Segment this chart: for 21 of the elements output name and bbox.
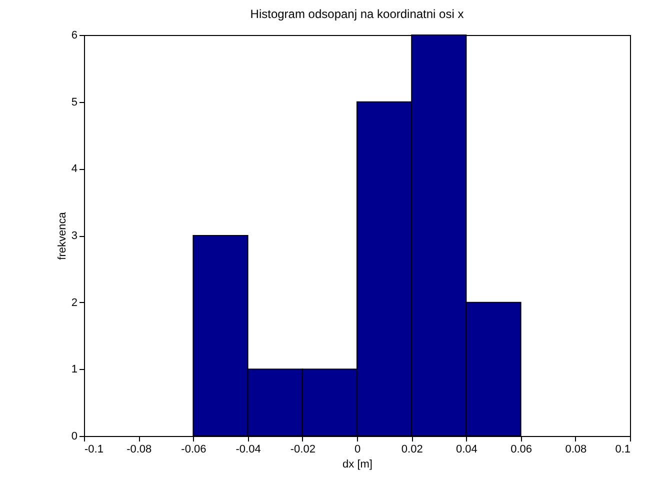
x-tick-label: 0.1	[615, 444, 630, 456]
chart-title: Histogram odsopanj na koordinatni osi x	[250, 7, 464, 21]
x-tick-label: -0.06	[181, 444, 206, 456]
y-tick-label: 3	[71, 230, 78, 242]
y-tick-label: 0	[71, 430, 78, 442]
x-tick-label: 0.04	[456, 444, 478, 456]
x-tick-label: 0.02	[401, 444, 423, 456]
x-tick-label: -0.04	[236, 444, 261, 456]
x-tick-label: -0.02	[290, 444, 316, 456]
x-tick-label: -0.08	[126, 444, 152, 456]
y-tick-label: 5	[71, 96, 78, 108]
x-tick-label: 0	[354, 444, 361, 456]
y-tick-label: 4	[71, 163, 78, 176]
x-tick-label: 0.06	[510, 444, 532, 456]
x-tick-label: 0.08	[565, 444, 587, 456]
y-tick-label: 2	[71, 296, 78, 309]
y-tick-label: 1	[71, 364, 78, 376]
y-tick-label: 6	[71, 30, 78, 42]
y-axis-title: frekvenca	[56, 211, 68, 260]
x-axis-title: dx [m]	[342, 458, 372, 470]
x-tick-label: -0.1	[84, 444, 104, 456]
